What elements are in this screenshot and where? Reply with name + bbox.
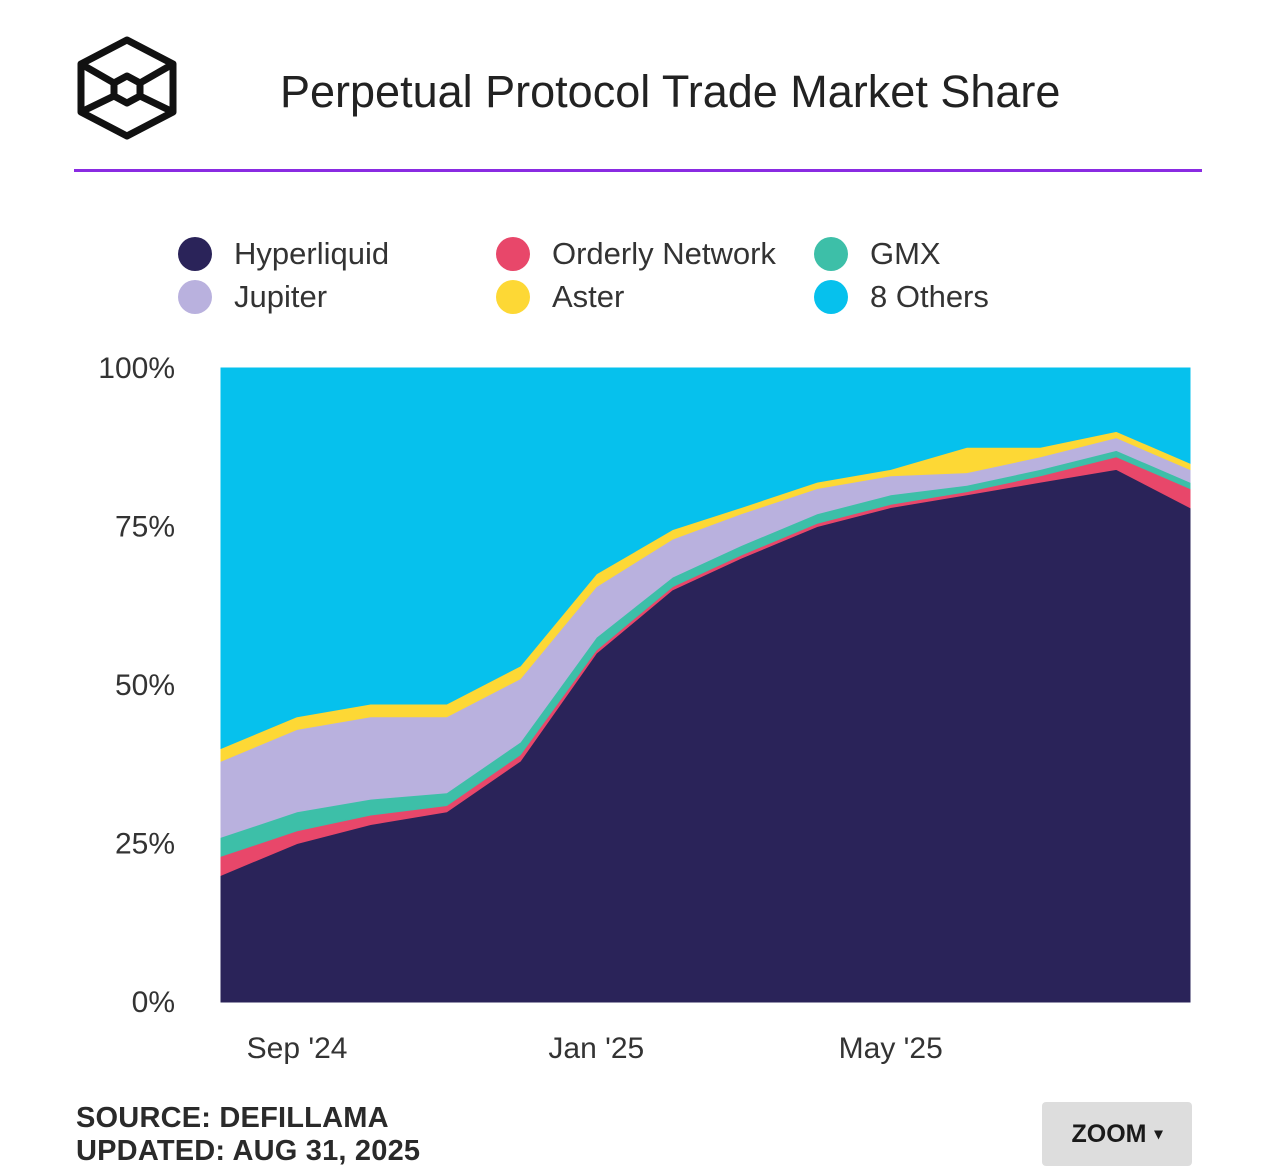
legend-label: Orderly Network xyxy=(552,236,776,271)
legend-item-gmx[interactable]: GMX xyxy=(814,234,941,274)
y-tick-label: 0% xyxy=(132,986,175,1019)
legend-swatch xyxy=(496,237,530,271)
y-tick-label: 75% xyxy=(115,511,175,544)
zoom-button[interactable]: ZOOM ▾ xyxy=(1042,1102,1192,1166)
legend-item-8-others[interactable]: 8 Others xyxy=(814,277,989,317)
stacked-area-chart[interactable]: 0% 25% 50% 75% 100% Sep '24 Jan '25 May '25 xyxy=(0,330,1280,1080)
legend-label: GMX xyxy=(870,236,941,271)
legend-swatch xyxy=(178,237,212,271)
source-label: SOURCE: DEFILLAMA xyxy=(76,1102,389,1134)
legend-item-hyperliquid[interactable]: Hyperliquid xyxy=(178,234,389,274)
y-tick-label: 50% xyxy=(115,669,175,702)
chart-areas xyxy=(220,367,1191,1003)
source-note: SOURCE: DEFILLAMA UPDATED: AUG 31, 2025 xyxy=(76,1102,420,1168)
legend-label: Hyperliquid xyxy=(234,236,390,271)
updated-label: UPDATED: AUG 31, 2025 xyxy=(76,1135,421,1167)
legend-swatch xyxy=(814,237,848,271)
legend-label: 8 Others xyxy=(870,279,989,314)
legend-swatch xyxy=(496,280,530,314)
legend-label: Jupiter xyxy=(234,279,328,314)
caret-down-icon: ▾ xyxy=(1154,1126,1163,1143)
legend-item-aster[interactable]: Aster xyxy=(496,277,624,317)
x-tick-label: Jan '25 xyxy=(548,1032,644,1065)
y-axis: 0% 25% 50% 75% 100% xyxy=(98,352,175,1019)
legend-swatch xyxy=(814,280,848,314)
legend-swatch xyxy=(178,280,212,314)
legend-item-jupiter[interactable]: Jupiter xyxy=(178,277,327,317)
x-axis: Sep '24 Jan '25 May '25 xyxy=(247,1032,943,1065)
area-8-others[interactable] xyxy=(220,367,1191,750)
legend-item-orderly-network[interactable]: Orderly Network xyxy=(496,234,776,274)
zoom-label: ZOOM xyxy=(1071,1119,1147,1148)
chart-title: Perpetual Protocol Trade Market Share xyxy=(280,66,1061,117)
title-divider xyxy=(74,169,1202,172)
y-tick-label: 100% xyxy=(98,352,175,385)
x-tick-label: Sep '24 xyxy=(247,1032,348,1065)
y-tick-label: 25% xyxy=(115,828,175,861)
x-tick-label: May '25 xyxy=(839,1032,943,1065)
cube-logo-icon xyxy=(77,36,177,140)
legend-label: Aster xyxy=(552,279,625,314)
